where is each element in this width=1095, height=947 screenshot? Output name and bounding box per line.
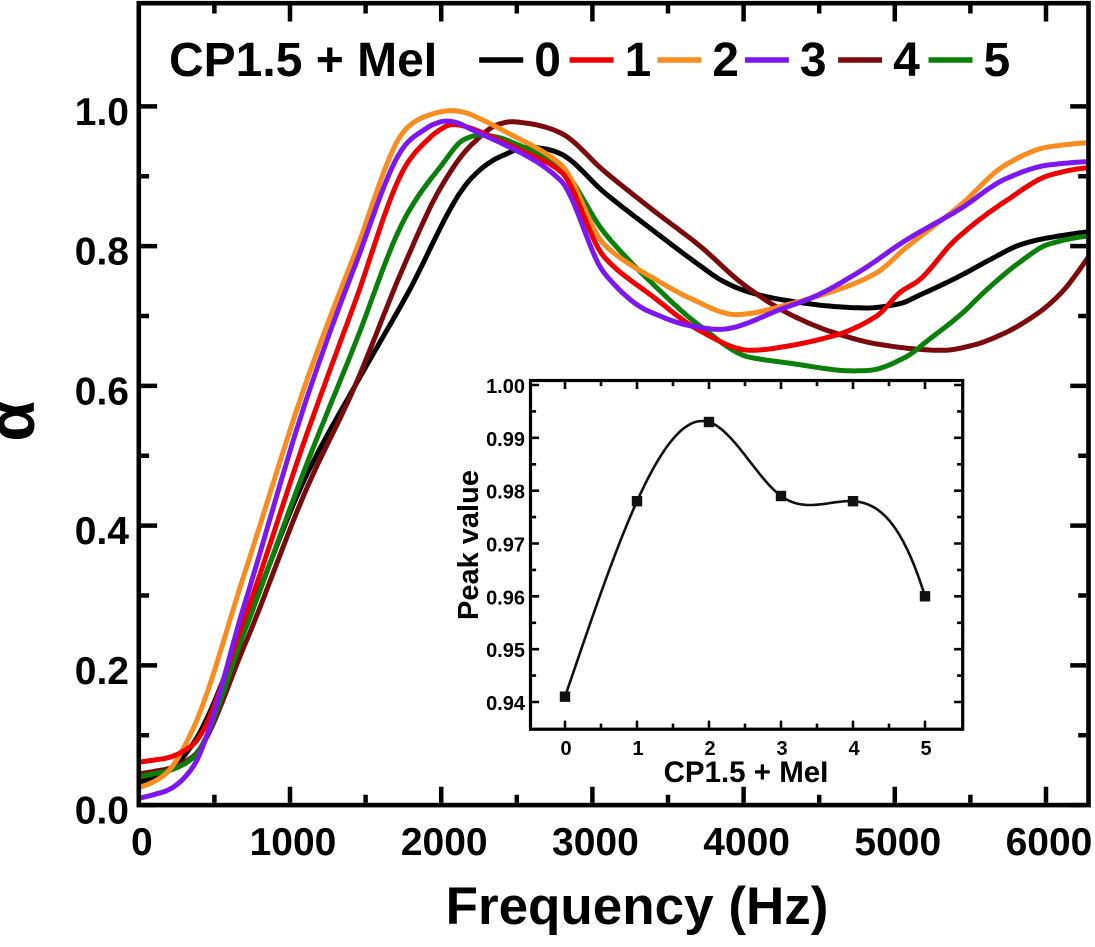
svg-text:3: 3	[776, 738, 787, 760]
svg-text:1.00: 1.00	[486, 376, 525, 398]
svg-text:1000: 1000	[250, 821, 337, 864]
svg-text:1.0: 1.0	[75, 91, 129, 134]
svg-text:4: 4	[848, 738, 860, 760]
svg-text:4: 4	[893, 34, 920, 87]
svg-text:2000: 2000	[401, 821, 488, 864]
svg-text:4000: 4000	[703, 821, 790, 864]
svg-text:α: α	[0, 400, 49, 441]
svg-text:0.97: 0.97	[486, 535, 525, 557]
svg-text:0.95: 0.95	[486, 640, 525, 662]
svg-text:2: 2	[704, 738, 715, 760]
svg-text:CP1.5 + MeI: CP1.5 + MeI	[664, 756, 829, 789]
svg-text:1: 1	[632, 738, 643, 760]
svg-text:Frequency (Hz): Frequency (Hz)	[446, 877, 829, 936]
svg-text:6000: 6000	[1006, 821, 1093, 864]
svg-text:0.96: 0.96	[486, 587, 525, 609]
svg-text:5000: 5000	[854, 821, 941, 864]
svg-text:0: 0	[131, 821, 153, 864]
svg-text:0.6: 0.6	[75, 370, 129, 413]
svg-text:0.98: 0.98	[486, 482, 525, 504]
svg-text:3: 3	[800, 34, 827, 87]
svg-text:0.8: 0.8	[75, 231, 129, 274]
svg-text:0.2: 0.2	[75, 650, 129, 693]
svg-text:CP1.5 + MeI: CP1.5 + MeI	[169, 34, 437, 87]
svg-text:0: 0	[534, 34, 561, 87]
svg-text:5: 5	[984, 34, 1011, 87]
svg-text:0.99: 0.99	[486, 429, 525, 451]
svg-text:1: 1	[625, 34, 652, 87]
svg-text:0.94: 0.94	[486, 693, 526, 715]
svg-text:0.0: 0.0	[75, 790, 129, 833]
svg-text:3000: 3000	[552, 821, 639, 864]
svg-text:0.4: 0.4	[75, 510, 130, 553]
svg-text:5: 5	[920, 738, 931, 760]
svg-text:2: 2	[712, 34, 739, 87]
svg-text:0: 0	[560, 738, 571, 760]
svg-text:Peak value: Peak value	[453, 470, 485, 620]
